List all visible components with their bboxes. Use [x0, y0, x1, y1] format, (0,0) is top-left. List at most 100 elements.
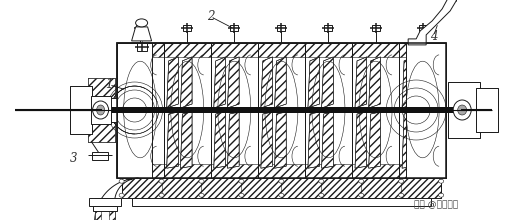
Bar: [117, 43, 152, 178]
Bar: [305, 43, 352, 178]
Bar: [101, 107, 461, 113]
Polygon shape: [321, 112, 333, 168]
Ellipse shape: [439, 193, 444, 197]
Bar: [448, 82, 480, 138]
Text: 3: 3: [70, 152, 77, 165]
Polygon shape: [408, 0, 460, 45]
Ellipse shape: [199, 193, 204, 197]
Ellipse shape: [135, 19, 148, 27]
Polygon shape: [416, 57, 427, 108]
Polygon shape: [355, 112, 367, 168]
Text: 4: 4: [430, 30, 437, 43]
Bar: [230, 25, 238, 31]
Polygon shape: [369, 112, 380, 168]
Bar: [305, 43, 352, 57]
Polygon shape: [132, 27, 152, 41]
Polygon shape: [180, 57, 192, 108]
Bar: [399, 43, 446, 178]
Ellipse shape: [93, 101, 108, 119]
Polygon shape: [402, 57, 414, 108]
Ellipse shape: [239, 193, 244, 197]
Ellipse shape: [319, 193, 324, 197]
Bar: [69, 86, 92, 134]
Bar: [352, 43, 399, 178]
Bar: [258, 43, 305, 57]
Ellipse shape: [399, 179, 404, 183]
Polygon shape: [180, 112, 192, 168]
Bar: [88, 78, 115, 142]
Polygon shape: [228, 112, 239, 168]
Bar: [132, 198, 431, 206]
Bar: [406, 43, 446, 178]
Ellipse shape: [399, 193, 404, 197]
Polygon shape: [214, 57, 226, 108]
Bar: [117, 43, 164, 57]
Bar: [89, 198, 121, 206]
Bar: [352, 43, 399, 57]
Bar: [69, 86, 92, 134]
Bar: [164, 164, 211, 178]
Ellipse shape: [239, 179, 244, 183]
Polygon shape: [369, 57, 380, 108]
Polygon shape: [355, 57, 367, 108]
Ellipse shape: [453, 100, 471, 120]
Polygon shape: [416, 112, 427, 168]
Bar: [399, 164, 446, 178]
Ellipse shape: [159, 193, 164, 197]
Bar: [92, 152, 107, 160]
Ellipse shape: [97, 105, 104, 115]
Bar: [95, 198, 115, 220]
Polygon shape: [402, 112, 414, 168]
Ellipse shape: [279, 193, 284, 197]
Bar: [305, 164, 352, 178]
Bar: [93, 206, 117, 211]
Bar: [91, 96, 111, 124]
Bar: [476, 88, 498, 132]
Ellipse shape: [359, 193, 364, 197]
Bar: [164, 43, 211, 178]
Text: 头条 @暖通南社: 头条 @暖通南社: [414, 200, 458, 209]
Bar: [122, 178, 441, 198]
Ellipse shape: [199, 179, 204, 183]
Polygon shape: [261, 112, 273, 168]
Text: 2: 2: [207, 10, 214, 23]
Ellipse shape: [359, 179, 364, 183]
Polygon shape: [261, 57, 273, 108]
Bar: [419, 25, 426, 31]
Polygon shape: [120, 112, 131, 168]
Text: 1: 1: [105, 78, 113, 91]
Bar: [136, 43, 147, 51]
Bar: [136, 25, 144, 31]
Bar: [106, 98, 117, 122]
Ellipse shape: [119, 179, 124, 183]
Polygon shape: [274, 57, 286, 108]
Bar: [258, 164, 305, 178]
Bar: [448, 82, 480, 138]
Polygon shape: [120, 57, 131, 108]
Ellipse shape: [159, 179, 164, 183]
Polygon shape: [308, 57, 319, 108]
Polygon shape: [167, 112, 178, 168]
Bar: [117, 43, 446, 178]
Bar: [372, 25, 380, 31]
Bar: [211, 43, 258, 57]
Bar: [211, 164, 258, 178]
Polygon shape: [308, 112, 319, 168]
Ellipse shape: [458, 105, 466, 115]
Ellipse shape: [119, 193, 124, 197]
Bar: [117, 164, 164, 178]
Bar: [258, 43, 305, 178]
Polygon shape: [274, 112, 286, 168]
Bar: [108, 198, 115, 220]
Bar: [183, 25, 191, 31]
Polygon shape: [95, 178, 138, 220]
Ellipse shape: [319, 179, 324, 183]
Ellipse shape: [439, 179, 444, 183]
Polygon shape: [167, 57, 178, 108]
Bar: [164, 43, 211, 57]
Bar: [277, 25, 285, 31]
Bar: [95, 198, 100, 220]
Bar: [88, 78, 115, 142]
Bar: [117, 43, 446, 178]
Polygon shape: [133, 57, 145, 108]
